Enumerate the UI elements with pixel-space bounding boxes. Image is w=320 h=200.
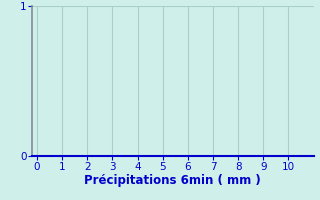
X-axis label: Précipitations 6min ( mm ): Précipitations 6min ( mm ) xyxy=(84,174,261,187)
